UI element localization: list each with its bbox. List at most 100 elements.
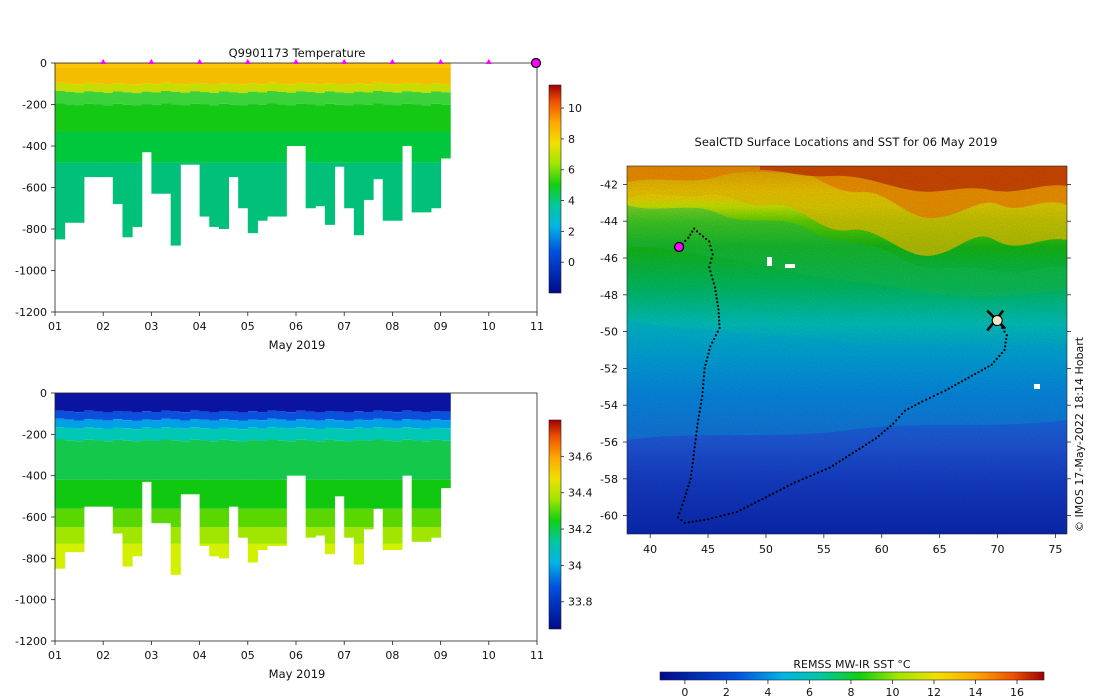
salinity-profile-cell <box>373 410 384 419</box>
temperature-profile-cell <box>218 103 230 132</box>
track-point <box>701 387 705 390</box>
salinity-profile-cell <box>199 527 210 544</box>
track-point <box>707 352 710 355</box>
sst-colorbar-tick-label: 0 <box>681 686 688 699</box>
salinity-profile-cell <box>411 428 422 441</box>
salinity-profile-cell <box>103 479 114 507</box>
salinity-profile-cell <box>151 393 162 413</box>
map-y-tick-label: -56 <box>600 436 618 449</box>
temperature-profile-cell <box>430 67 442 84</box>
salinity-profile-cell <box>122 440 133 480</box>
salinity-profile-cell <box>257 393 268 413</box>
salinity-profile-cell <box>276 427 287 441</box>
temperature-profile-cell <box>334 83 345 93</box>
temperature-profile-cell <box>257 162 268 221</box>
temperature-profile-cell <box>411 67 422 84</box>
salinity-profile-cell <box>112 419 123 428</box>
temperature-profile-cell <box>296 63 307 68</box>
temperature-profile-cell <box>151 104 162 132</box>
temperature-profile-cell <box>286 105 297 132</box>
temperature-profile-cell <box>276 162 287 217</box>
salinity-profile-cell <box>122 420 133 429</box>
salinity-profile-cell <box>334 411 345 421</box>
temperature-profile-cell <box>363 162 374 200</box>
temperature-profile-cell <box>344 162 355 209</box>
temperature-profile-cell <box>382 91 393 105</box>
temperature-profile-cell <box>83 131 95 163</box>
sst-colorbar-tick-label: 12 <box>927 686 941 699</box>
track-point <box>710 257 713 260</box>
salinity-profile-cell <box>141 393 152 412</box>
temperature-profile-cell <box>421 92 432 106</box>
surfacing-marker <box>196 59 203 64</box>
map-y-axis: -42 -44 -46 -48 -50 -52 -54 -56 -58 -60 <box>600 178 1071 523</box>
salinity-profile-cell <box>411 527 422 542</box>
salinity-profile-cell <box>334 440 345 480</box>
track-point <box>731 511 734 515</box>
track-point <box>1004 341 1007 344</box>
salinity-profile-cell <box>421 412 432 421</box>
temperature-profile-cell <box>296 82 307 92</box>
temperature-profile-cell <box>122 104 133 132</box>
salinity-profile-cell <box>353 440 364 480</box>
temperature-profile-cell <box>324 131 336 163</box>
salinity-profile-cell <box>199 543 210 546</box>
temperature-profile-cell <box>402 131 413 146</box>
salinity-profile-cell <box>440 420 451 429</box>
map-x-tick-label: 75 <box>1048 543 1062 556</box>
temperature-profile-cell <box>373 91 384 104</box>
sst-colorbar-tick-label: 16 <box>1010 686 1024 699</box>
salinity-profile-cell <box>238 420 249 430</box>
salinity-profile-cell <box>421 479 432 509</box>
track-point <box>709 261 712 265</box>
salinity-profile-cell <box>392 479 403 509</box>
x-tick-label: 11 <box>530 649 544 662</box>
salinity-profile-cell <box>247 543 258 563</box>
salinity-profile-cell <box>199 508 210 528</box>
track-point <box>714 290 717 293</box>
salinity-profile-cell <box>430 508 442 528</box>
track-point <box>828 466 831 469</box>
temperature-panel: Q9901173 Temperature 0 -200 -400 -600 -800 -1… <box>15 46 582 352</box>
salinity-profile-cell <box>209 543 220 557</box>
salinity-profile-cell <box>141 479 152 482</box>
temperature-profile-cell <box>324 83 336 92</box>
salinity-profile-cell <box>170 543 181 575</box>
track-point <box>711 253 714 256</box>
salinity-profile-cell <box>247 419 258 428</box>
track-point <box>967 376 970 379</box>
temperature-profile-cell <box>267 131 278 163</box>
salinity-profile-cell <box>353 427 364 441</box>
salinity-profile-cell <box>247 508 258 528</box>
y-tick-label: -1000 <box>15 594 47 607</box>
temperature-profile-cell <box>209 131 220 163</box>
salinity-profile-cell <box>353 479 364 509</box>
salinity-profile-cell <box>209 479 220 509</box>
credit-text: © IMOS 17-May-2022 18:14 Hobart <box>1073 336 1086 532</box>
temperature-profile-cell <box>83 63 95 68</box>
map-y-tick-label: -42 <box>600 178 618 191</box>
track-point <box>727 512 730 516</box>
track-point <box>993 360 996 363</box>
temperature-profile-cell <box>93 162 104 178</box>
track-point <box>914 404 917 407</box>
temperature-profile-cell <box>74 84 85 93</box>
salinity-profile-cell <box>93 440 104 480</box>
track-point <box>693 450 696 453</box>
salinity-profile-cell <box>199 411 210 420</box>
track-point <box>735 510 739 514</box>
temperature-profile-cell <box>267 91 278 104</box>
temperature-profile-cell <box>392 63 403 68</box>
salinity-profile-cell <box>238 508 249 528</box>
track-point <box>858 447 861 450</box>
salinity-profile-cell <box>276 440 287 480</box>
track-point <box>716 330 719 333</box>
salinity-profile-cell <box>267 418 278 428</box>
salinity-profile-cell <box>402 393 413 411</box>
temperature-profile-cell <box>161 162 172 194</box>
track-point <box>700 398 703 402</box>
salinity-profile-cell <box>74 527 85 544</box>
salinity-profile-cell <box>228 411 239 421</box>
track-point <box>699 406 702 409</box>
track-point <box>786 485 789 488</box>
